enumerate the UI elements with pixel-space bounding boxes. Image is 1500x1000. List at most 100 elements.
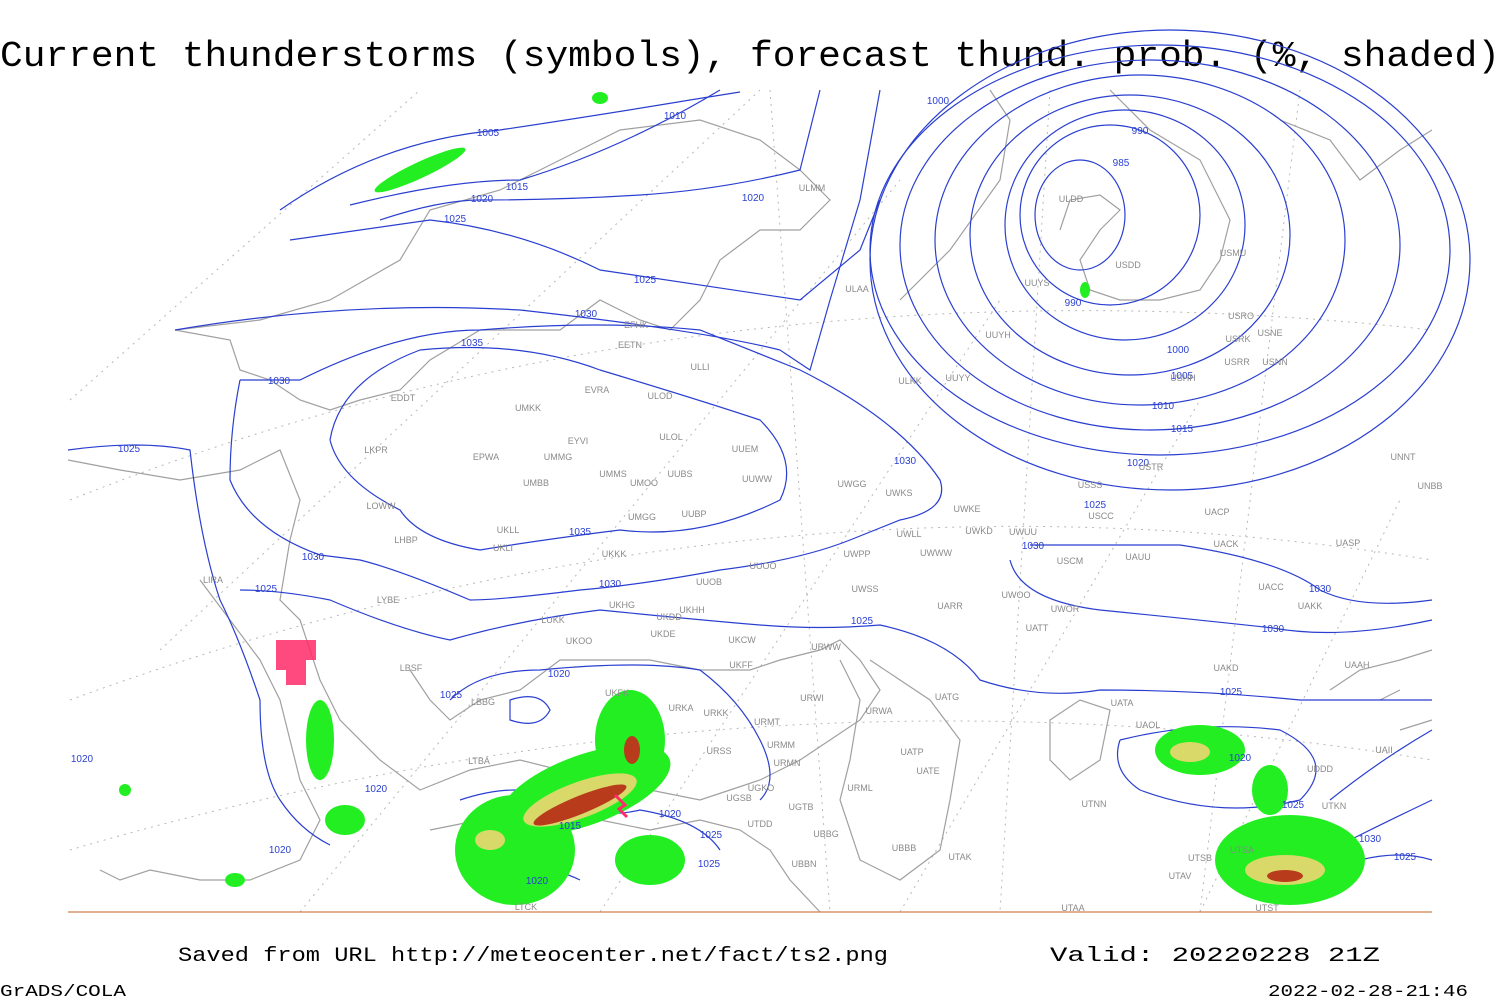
timestamp: 2022-02-28-21:46 — [1268, 983, 1468, 1000]
valid-time: Valid: 20220228 21Z — [1050, 945, 1380, 968]
station-label: EVRA — [585, 385, 610, 395]
station-label: URWA — [866, 706, 893, 716]
station-label: LBBG — [471, 697, 495, 707]
station-label: UKHH — [679, 605, 705, 615]
thunderstorm-probability — [119, 92, 1365, 905]
station-label: ULKK — [898, 376, 922, 386]
isobar-label: 1025 — [1084, 500, 1107, 511]
station-label: USCC — [1088, 511, 1114, 521]
station-label: URMM — [767, 740, 795, 750]
station-label: UAOL — [1136, 720, 1161, 730]
station-label: UTSB — [1188, 853, 1212, 863]
station-label: UUOO — [750, 561, 777, 571]
isobar-label: 1025 — [1220, 687, 1243, 698]
isobar-label: 1035 — [461, 338, 484, 349]
station-label: USNE — [1257, 328, 1282, 338]
station-label: UWKS — [886, 488, 913, 498]
station-label: UWOR — [1051, 604, 1080, 614]
isobar-label: 985 — [1113, 158, 1130, 169]
isobar-label: 1030 — [575, 309, 598, 320]
station-label: LIRA — [203, 575, 223, 585]
station-label: UARR — [937, 601, 963, 611]
station-label: UAII — [1375, 745, 1393, 755]
station-label: UWKD — [965, 526, 993, 536]
station-label: USDD — [1115, 260, 1141, 270]
station-label: URKK — [703, 708, 728, 718]
station-label: UKFK — [605, 688, 629, 698]
isobar-label: 1020 — [659, 809, 682, 820]
station-label: URKA — [668, 703, 693, 713]
isobar-label: 1025 — [440, 690, 463, 701]
station-label: UKKK — [602, 549, 627, 559]
isobar-label: 1025 — [255, 584, 278, 595]
station-label: UKLI — [493, 543, 513, 553]
isobar-labels: 1005 1010 1015 1020 1025 1020 1025 1030 1035 1030… — [71, 96, 1417, 887]
isobar-label: 1015 — [559, 821, 582, 832]
station-label: ULDD — [1059, 194, 1084, 204]
thunderstorm-symbols — [276, 640, 629, 819]
station-label: UWKE — [954, 504, 981, 514]
station-label: UWOO — [1002, 590, 1031, 600]
station-label: UTSA — [1230, 845, 1254, 855]
station-label: UTKN — [1322, 801, 1347, 811]
isobar-label: 1030 — [1022, 541, 1045, 552]
isobar-label: 1020 — [269, 845, 292, 856]
station-label: UATA — [1111, 698, 1134, 708]
station-label: ULMM — [799, 183, 826, 193]
isobar-label: 1015 — [506, 182, 529, 193]
station-label: USRK — [1225, 334, 1250, 344]
source-url: Saved from URL http://meteocenter.net/fa… — [178, 945, 888, 968]
isobar-label: 990 — [1065, 298, 1082, 309]
isobar-label: 1035 — [569, 527, 592, 538]
station-label: LTCK — [515, 902, 537, 912]
isobar-label: 1030 — [1359, 834, 1382, 845]
station-label: UGKO — [748, 783, 775, 793]
station-label: LUKK — [541, 615, 565, 625]
isobar-label: 1020 — [548, 669, 571, 680]
isobar-label: 1030 — [302, 552, 325, 563]
station-label: UAKK — [1298, 601, 1323, 611]
isobar-label: 1015 — [1171, 424, 1194, 435]
station-label: ULOL — [659, 432, 683, 442]
station-label: UMBB — [523, 478, 549, 488]
station-label: UTDD — [748, 819, 773, 829]
station-label: UWWW — [920, 548, 952, 558]
isobar-label: 1030 — [268, 376, 291, 387]
station-label: LYBE — [377, 595, 399, 605]
station-label: USHH — [1170, 373, 1196, 383]
station-label: URML — [847, 783, 873, 793]
isobar-label: 1000 — [927, 96, 950, 107]
station-label: URMN — [774, 758, 801, 768]
station-label: ULOD — [647, 391, 673, 401]
station-label: UAAH — [1344, 660, 1369, 670]
station-label: UMMG — [544, 452, 573, 462]
station-label: LBSF — [400, 663, 423, 673]
isobar-label: 1025 — [1394, 852, 1417, 863]
station-label: UKLL — [497, 525, 520, 535]
station-label: UWPP — [844, 549, 871, 559]
station-label: UACC — [1258, 582, 1284, 592]
isobar-label: 1020 — [71, 754, 94, 765]
station-label: URSS — [706, 746, 731, 756]
station-label: EETN — [618, 340, 642, 350]
station-label: UBBN — [791, 859, 816, 869]
isobar-label: 1010 — [1152, 401, 1175, 412]
station-label: UWUU — [1009, 527, 1037, 537]
coastlines — [67, 89, 1433, 913]
station-label: UMGG — [628, 512, 656, 522]
station-label: UDDD — [1307, 764, 1333, 774]
station-label: UMKK — [515, 403, 541, 413]
station-label: UUBS — [667, 469, 692, 479]
station-label: UBBG — [813, 829, 839, 839]
station-label: UAUU — [1125, 552, 1151, 562]
station-label: UKHG — [609, 600, 635, 610]
station-label: UWGG — [838, 479, 867, 489]
station-label: UAKD — [1213, 663, 1239, 673]
station-label: USNN — [1262, 357, 1288, 367]
station-label: EPWA — [473, 452, 499, 462]
station-label: LHBP — [394, 535, 418, 545]
station-label: UNBB — [1417, 481, 1442, 491]
isobar-label: 1030 — [1262, 624, 1285, 635]
station-label: LTBA — [468, 756, 490, 766]
isobar-label: 1020 — [365, 784, 388, 795]
